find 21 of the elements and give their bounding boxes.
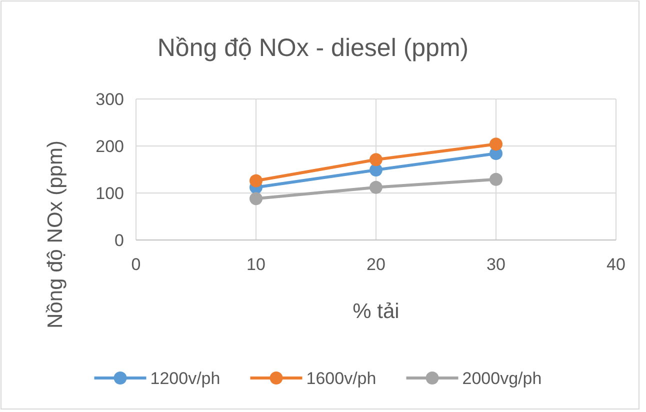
- point: [370, 153, 382, 166]
- legend-label: 2000vg/ph: [462, 368, 542, 388]
- point: [370, 180, 382, 194]
- y-tick-label: 200: [96, 136, 124, 156]
- y-tick-label: 300: [96, 90, 124, 109]
- point: [250, 174, 262, 188]
- x-tick-label: 20: [366, 255, 386, 274]
- x-tick-label: 0: [131, 255, 141, 274]
- chart-title: Nồng độ NOx - diesel (ppm): [157, 34, 469, 62]
- point: [490, 138, 502, 151]
- y-tick-label: 0: [114, 230, 124, 250]
- x-tick-label: 10: [246, 255, 266, 274]
- x-tick-label: 30: [486, 255, 506, 274]
- y-tick-label: 100: [96, 184, 124, 203]
- point: [490, 172, 502, 186]
- point: [250, 192, 262, 206]
- legend-label: 1200v/ph: [150, 368, 220, 388]
- x-axis-title: % tải: [352, 300, 400, 323]
- legend-label: 1600v/ph: [306, 368, 376, 388]
- y-axis-title: Nồng độ NOx (ppm): [44, 140, 67, 328]
- x-tick-label: 40: [606, 255, 626, 274]
